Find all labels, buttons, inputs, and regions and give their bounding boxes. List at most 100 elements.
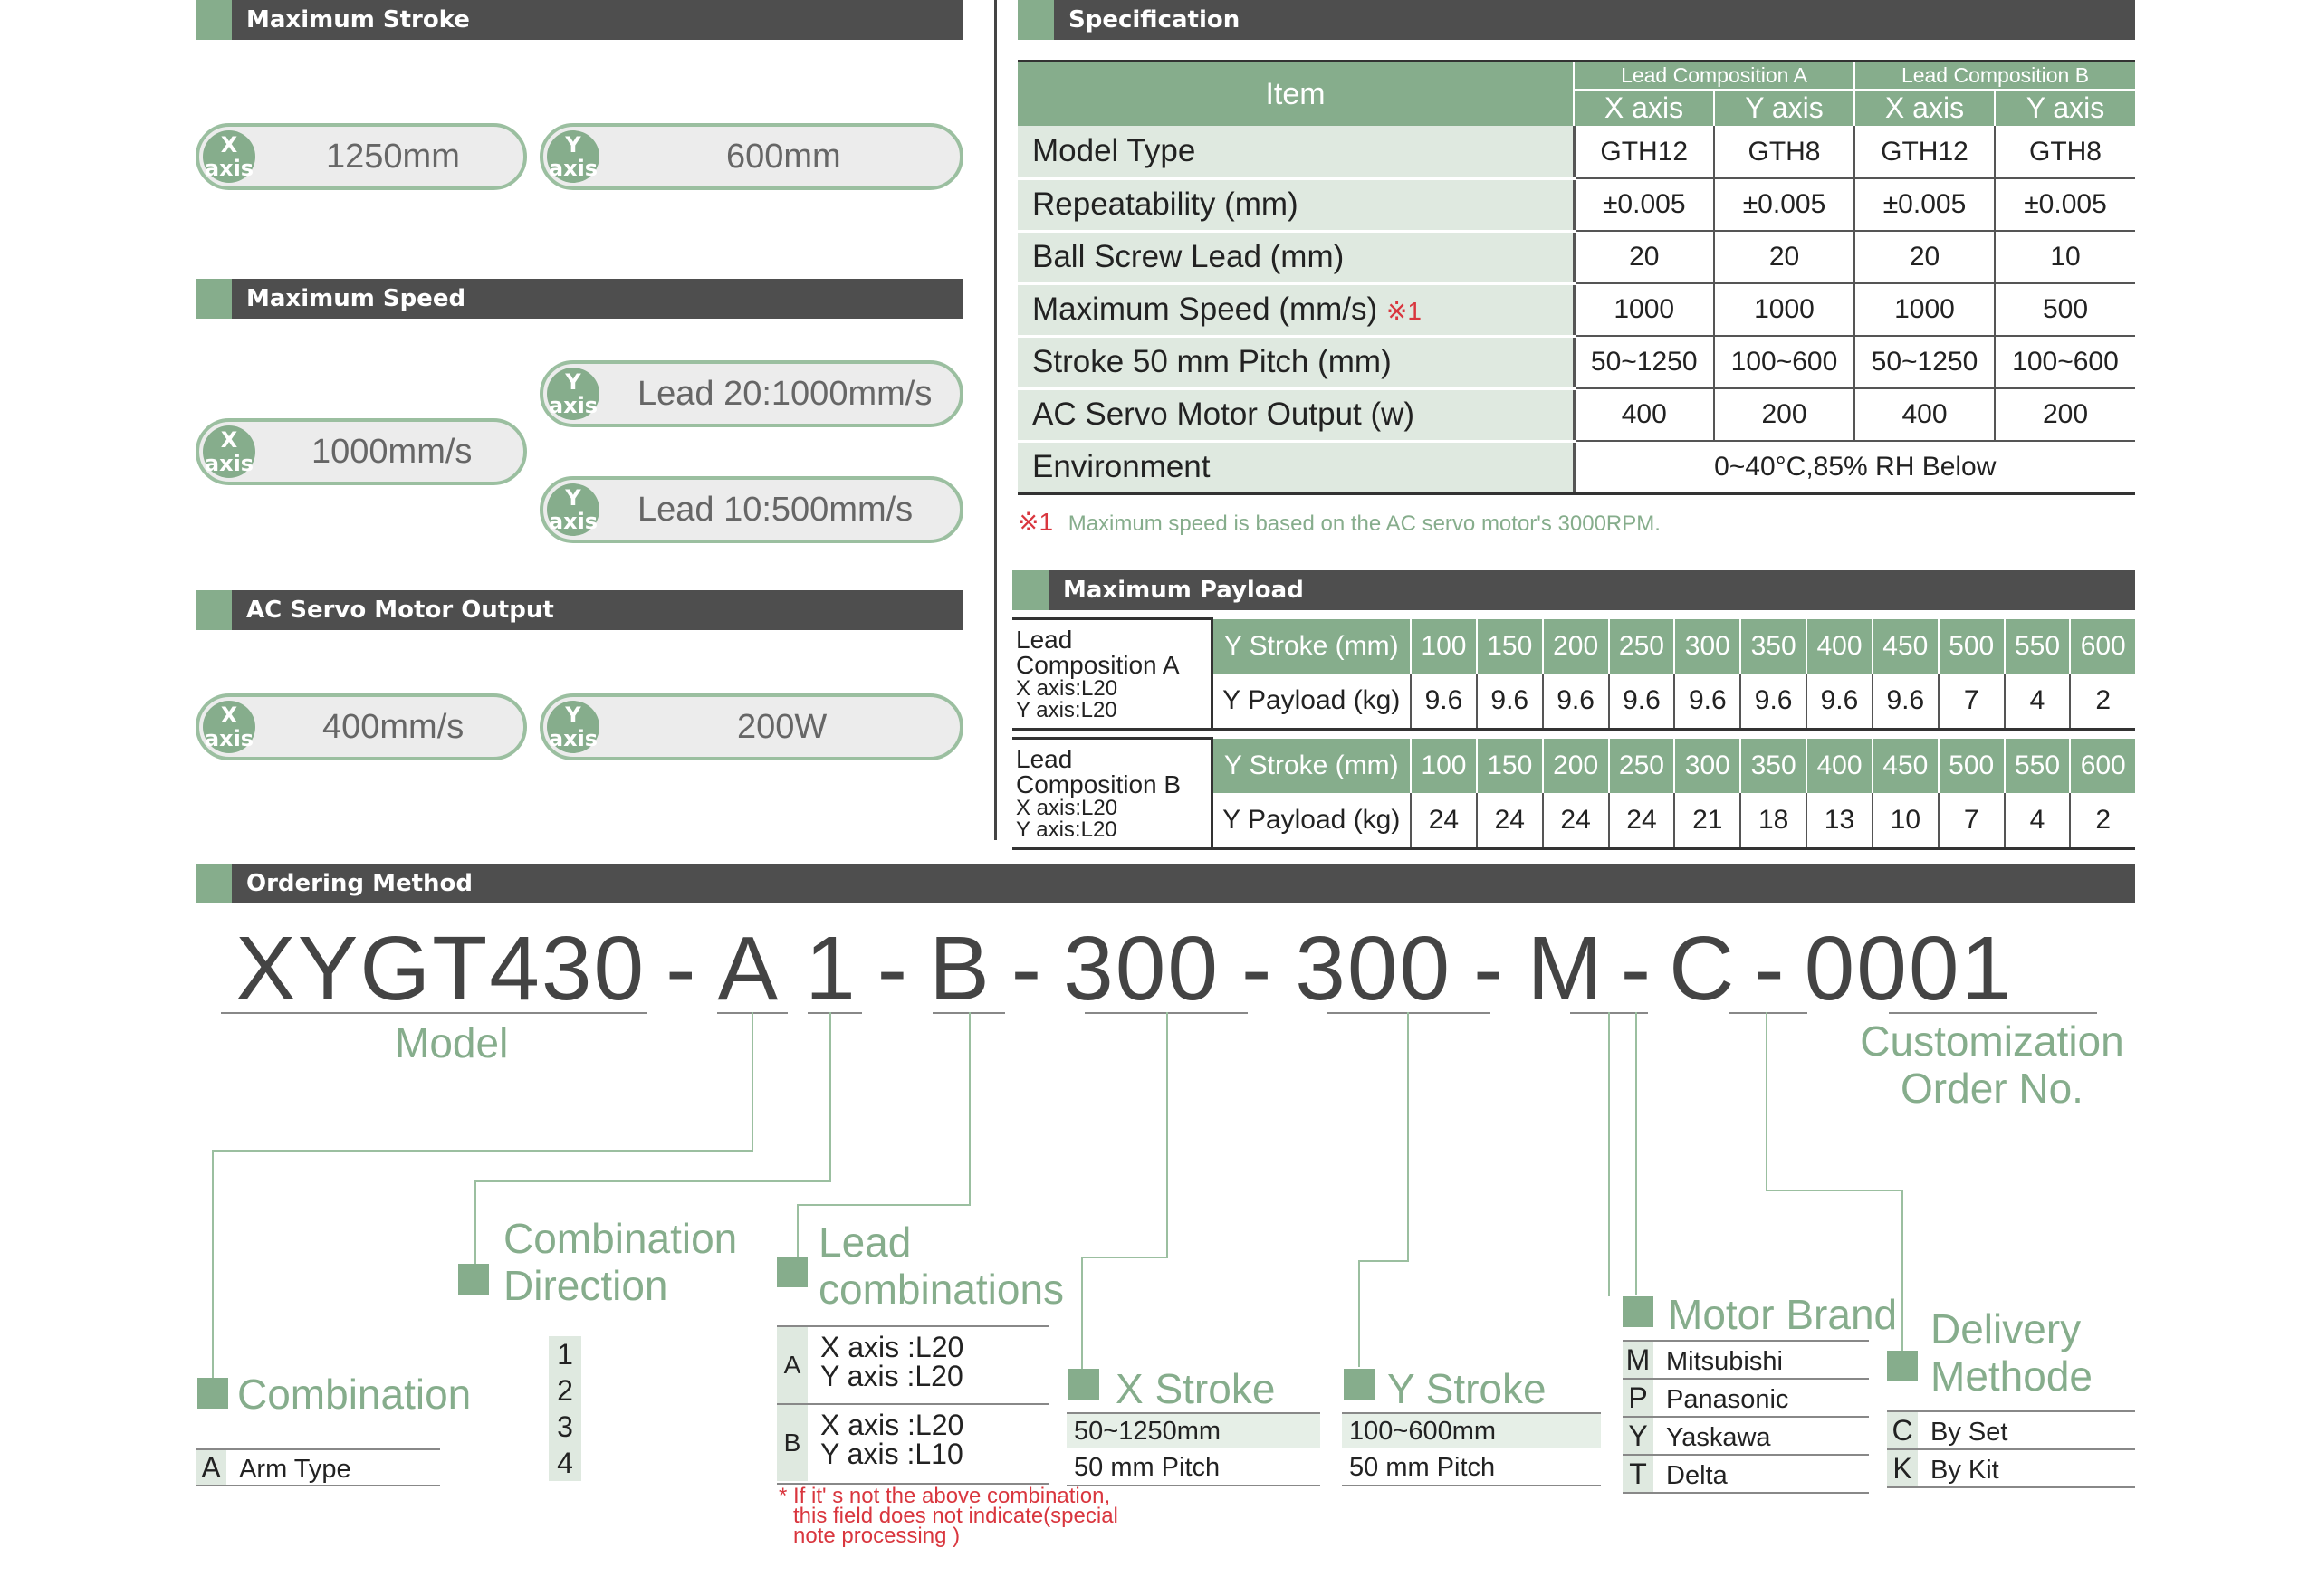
stroke-cell: 150 bbox=[1476, 618, 1544, 674]
customization-label: Customization Order No. bbox=[1860, 1018, 2124, 1112]
x-speed-value: 1000mm/s bbox=[311, 433, 473, 471]
spec-cell: GTH12 bbox=[1854, 126, 1996, 179]
x-stroke-range: 50~1250mm bbox=[1067, 1414, 1320, 1448]
connector-line bbox=[1407, 1012, 1409, 1262]
connector-line bbox=[1081, 1257, 1168, 1258]
connector-line bbox=[969, 1012, 971, 1206]
spec-row-label: Maximum Speed (mm/s) ※1 bbox=[1018, 283, 1576, 338]
spec-cell: 1000 bbox=[1574, 283, 1715, 337]
stroke-cell: 500 bbox=[1938, 618, 2006, 674]
spec-row-label: Repeatability (mm) bbox=[1018, 178, 1576, 233]
stroke-cell: 550 bbox=[2004, 738, 2072, 793]
payload-cell: 9.6 bbox=[1674, 673, 1742, 731]
section-header-ordering: Ordering Method bbox=[196, 864, 2135, 903]
stroke-row-label: Y Stroke (mm) bbox=[1212, 618, 1412, 674]
delivery-marker bbox=[1887, 1351, 1918, 1381]
divider bbox=[777, 1403, 1049, 1405]
stroke-row-label: Y Stroke (mm) bbox=[1212, 738, 1412, 793]
code-motor: M bbox=[1527, 918, 1604, 1019]
code-dash: - bbox=[1240, 918, 1274, 1019]
lead-option-a: A X axis :L20 Y axis :L20 bbox=[777, 1327, 1049, 1403]
payload-cell: 9.6 bbox=[1542, 673, 1610, 731]
section-header-servo-output: AC Servo Motor Output bbox=[196, 590, 963, 630]
payload-cell: 9.6 bbox=[1806, 673, 1873, 731]
y-stroke-value: 600mm bbox=[726, 138, 841, 176]
connector-line bbox=[797, 1204, 799, 1258]
connector-line bbox=[1766, 1190, 1903, 1191]
divider bbox=[777, 1483, 1049, 1485]
payload-table-b: Lead Composition B X axis:L20 Y axis:L20 Y… bbox=[1012, 737, 2135, 850]
connector-line bbox=[829, 1012, 831, 1182]
model-label: Model bbox=[395, 1019, 509, 1066]
spec-cell: 400 bbox=[1574, 388, 1715, 442]
y-speed-value-lead10: Lead 10:500mm/s bbox=[637, 491, 914, 529]
stroke-cell: 300 bbox=[1674, 738, 1742, 793]
spec-row: Model Type GTH12 GTH8 GTH12 GTH8 bbox=[1018, 126, 2135, 180]
stroke-cell: 250 bbox=[1608, 738, 1676, 793]
motor-marker bbox=[1623, 1296, 1653, 1327]
spec-cell: 200 bbox=[1714, 388, 1855, 442]
spec-row-label: Stroke 50 mm Pitch (mm) bbox=[1018, 336, 1576, 390]
code-x-stroke: 300 bbox=[1063, 918, 1220, 1019]
stroke-cell: 100 bbox=[1411, 618, 1478, 674]
combination-marker bbox=[197, 1378, 228, 1409]
motor-options: M Mitsubishi P Panasonic Y Yaskawa T Delta bbox=[1623, 1340, 1869, 1494]
spec-cell: ±0.005 bbox=[1574, 178, 1715, 232]
spec-row: Stroke 50 mm Pitch (mm) 50~1250 100~600 … bbox=[1018, 336, 2135, 390]
payload-cell: 9.6 bbox=[1608, 673, 1676, 731]
divider bbox=[196, 1448, 440, 1450]
payload-row-label: Y Payload (kg) bbox=[1212, 673, 1412, 731]
stroke-cell: 300 bbox=[1674, 618, 1742, 674]
y-servo-value: 200W bbox=[737, 708, 828, 746]
footnote-text: Maximum speed is based on the AC servo m… bbox=[1068, 511, 1661, 536]
spec-cell: ±0.005 bbox=[1714, 178, 1855, 232]
connector-line bbox=[1358, 1260, 1360, 1367]
stroke-cell: 250 bbox=[1608, 618, 1676, 674]
delivery-option: C By Set bbox=[1887, 1410, 2135, 1448]
motor-option: Y Yaskawa bbox=[1623, 1416, 1869, 1454]
direction-marker bbox=[458, 1264, 489, 1295]
stroke-cell: 500 bbox=[1938, 738, 2006, 793]
connector-line bbox=[212, 1150, 753, 1152]
axis-header: X axis bbox=[1854, 90, 1996, 126]
payload-cell: 24 bbox=[1476, 792, 1544, 850]
spec-row-label: AC Servo Motor Output (w) bbox=[1018, 388, 1576, 443]
code-dash: - bbox=[666, 918, 698, 1019]
code-underline bbox=[1889, 1012, 2097, 1014]
code-combination: A bbox=[717, 918, 781, 1019]
footnote-mark: ※1 bbox=[1018, 508, 1054, 536]
option-value: Arm Type bbox=[239, 1455, 351, 1484]
option-value: X axis :L20 Y axis :L20 bbox=[820, 1331, 964, 1392]
delivery-options: C By Set K By Kit bbox=[1887, 1410, 2135, 1488]
code-underline bbox=[221, 1012, 647, 1014]
combination-option: A Arm Type bbox=[196, 1450, 351, 1485]
payload-cell: 9.6 bbox=[1476, 673, 1544, 731]
code-delivery: C bbox=[1669, 918, 1737, 1019]
direction-option: 4 bbox=[557, 1447, 573, 1479]
stroke-cell: 600 bbox=[2070, 618, 2135, 674]
section-header-max-stroke: Maximum Stroke bbox=[196, 0, 963, 40]
stroke-cell: 450 bbox=[1872, 738, 1940, 793]
order-code: XYGT430- A 1- B -300-300- M - C -0001 bbox=[235, 914, 2013, 1023]
axis-header: Y axis bbox=[1714, 90, 1855, 126]
code-underline bbox=[1729, 1012, 1807, 1014]
stroke-cell: 200 bbox=[1542, 738, 1610, 793]
x-stroke-value: 1250mm bbox=[326, 138, 460, 176]
spec-cell: 500 bbox=[1995, 283, 2135, 337]
direction-option: 1 bbox=[557, 1338, 573, 1371]
lead-composition-a: Lead Composition A X axis:L20 Y axis:L20 bbox=[1012, 617, 1213, 731]
divider bbox=[1342, 1412, 1601, 1414]
connector-line bbox=[797, 1204, 971, 1206]
y-speed-value-lead20: Lead 20:1000mm/s bbox=[637, 375, 933, 413]
payload-cell: 7 bbox=[1938, 792, 2006, 850]
payload-cell: 9.6 bbox=[1740, 673, 1808, 731]
spec-cell: GTH8 bbox=[1714, 126, 1855, 179]
connector-line bbox=[474, 1180, 831, 1182]
option-value: X axis :L20 Y axis :L10 bbox=[820, 1409, 964, 1470]
